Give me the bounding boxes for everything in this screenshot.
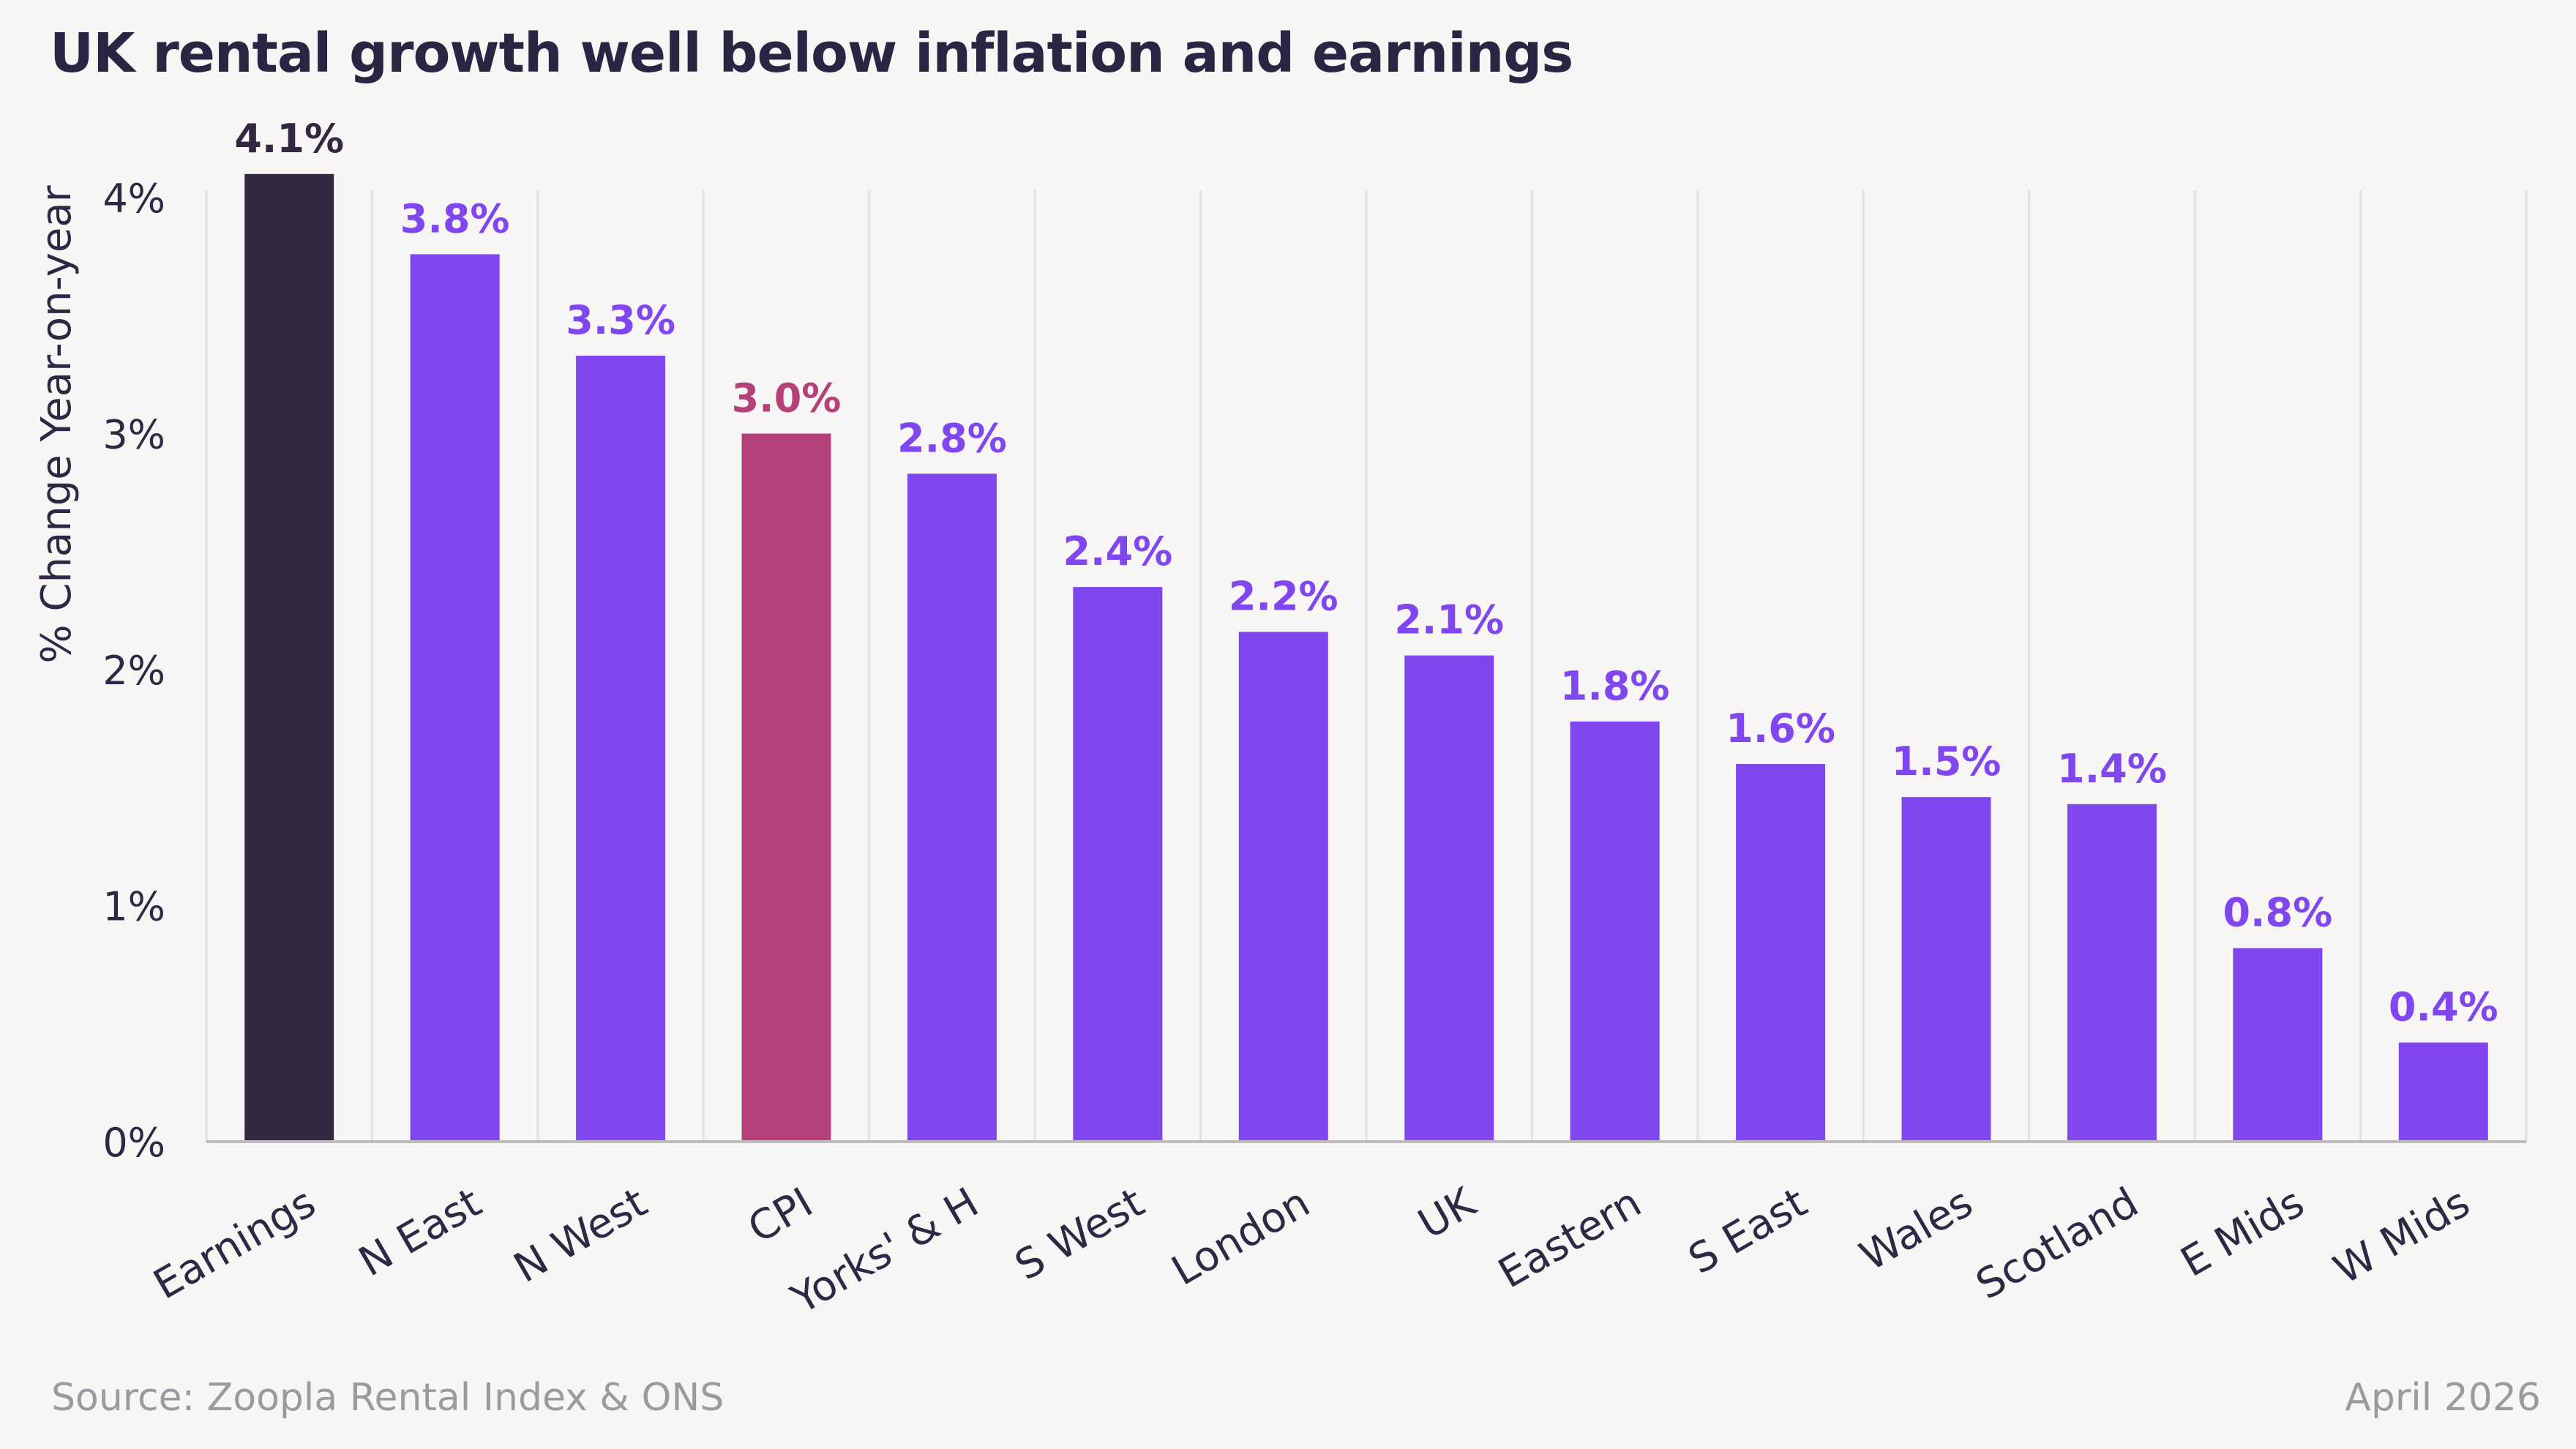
bar-s-west: [1073, 587, 1163, 1142]
value-labels: 4.1% 3.8% 3.3% 3.0% 2.8% 2.4% 2.2% 2.1% 1.8% 1.6%…: [234, 116, 2498, 1030]
y-tick-label: 2%: [102, 648, 165, 694]
value-label: 2.4%: [1063, 528, 1172, 574]
x-tick-label: E Mids: [2173, 1179, 2312, 1287]
value-label: 1.5%: [1892, 738, 2002, 785]
bar-scotland: [2067, 804, 2157, 1142]
bar-yorks-h: [907, 473, 997, 1142]
value-label: 1.8%: [1560, 663, 1670, 709]
y-tick-label: 0%: [102, 1120, 165, 1166]
date-note: April 2026: [2345, 1376, 2541, 1420]
source-note: Source: Zoopla Rental Index & ONS: [51, 1376, 724, 1420]
x-tick-label: London: [1164, 1179, 1318, 1295]
value-label: 3.8%: [400, 195, 510, 242]
value-label: 3.3%: [566, 297, 675, 343]
x-tick-label: Yorks' & H: [783, 1179, 986, 1324]
y-tick-label: 4%: [102, 176, 165, 222]
value-label: 2.8%: [897, 415, 1007, 461]
value-label: 2.1%: [1394, 597, 1504, 643]
value-label: 1.6%: [1726, 705, 1835, 752]
value-label: 3.0%: [732, 375, 842, 422]
chart-title: UK rental growth well below inflation an…: [50, 22, 1573, 85]
value-label: 0.8%: [2223, 890, 2332, 936]
x-tick-label: N East: [351, 1179, 490, 1287]
value-label: 1.4%: [2057, 746, 2167, 792]
x-tick-label: Wales: [1852, 1179, 1981, 1281]
bar-uk: [1404, 655, 1494, 1142]
y-axis-label: % Change Year-on-year: [33, 184, 80, 663]
bar-wales: [1901, 797, 1991, 1142]
x-tick-label: W Mids: [2326, 1179, 2478, 1294]
x-tick-label: UK: [1410, 1178, 1484, 1248]
x-tick-label: CPI: [741, 1179, 821, 1253]
value-label: 4.1%: [234, 116, 344, 162]
bar-earnings: [244, 173, 334, 1142]
y-tick-label: 1%: [102, 884, 165, 930]
bar-cpi: [741, 433, 831, 1142]
x-tick-label: Scotland: [1969, 1179, 2146, 1309]
bar-london: [1238, 632, 1328, 1142]
x-tick-label: S West: [1007, 1179, 1152, 1290]
bar-e-mids: [2233, 948, 2323, 1142]
x-tick-label: Eastern: [1491, 1179, 1650, 1298]
bar-n-east: [410, 254, 500, 1142]
bar-s-east: [1736, 764, 1826, 1142]
grid-lines: [205, 190, 2528, 1142]
y-tick-label: 3%: [102, 412, 165, 458]
x-tick-label: Earnings: [146, 1179, 323, 1309]
x-tick-label: N West: [506, 1179, 655, 1292]
x-tick-label: S East: [1681, 1179, 1815, 1284]
bars: [244, 173, 2488, 1142]
bar-n-west: [576, 356, 666, 1142]
value-label: 0.4%: [2389, 984, 2498, 1030]
y-tick-labels: 0% 1% 2% 3% 4%: [102, 176, 165, 1166]
value-label: 2.2%: [1229, 573, 1338, 619]
bar-eastern: [1570, 721, 1660, 1142]
bar-w-mids: [2398, 1042, 2488, 1142]
